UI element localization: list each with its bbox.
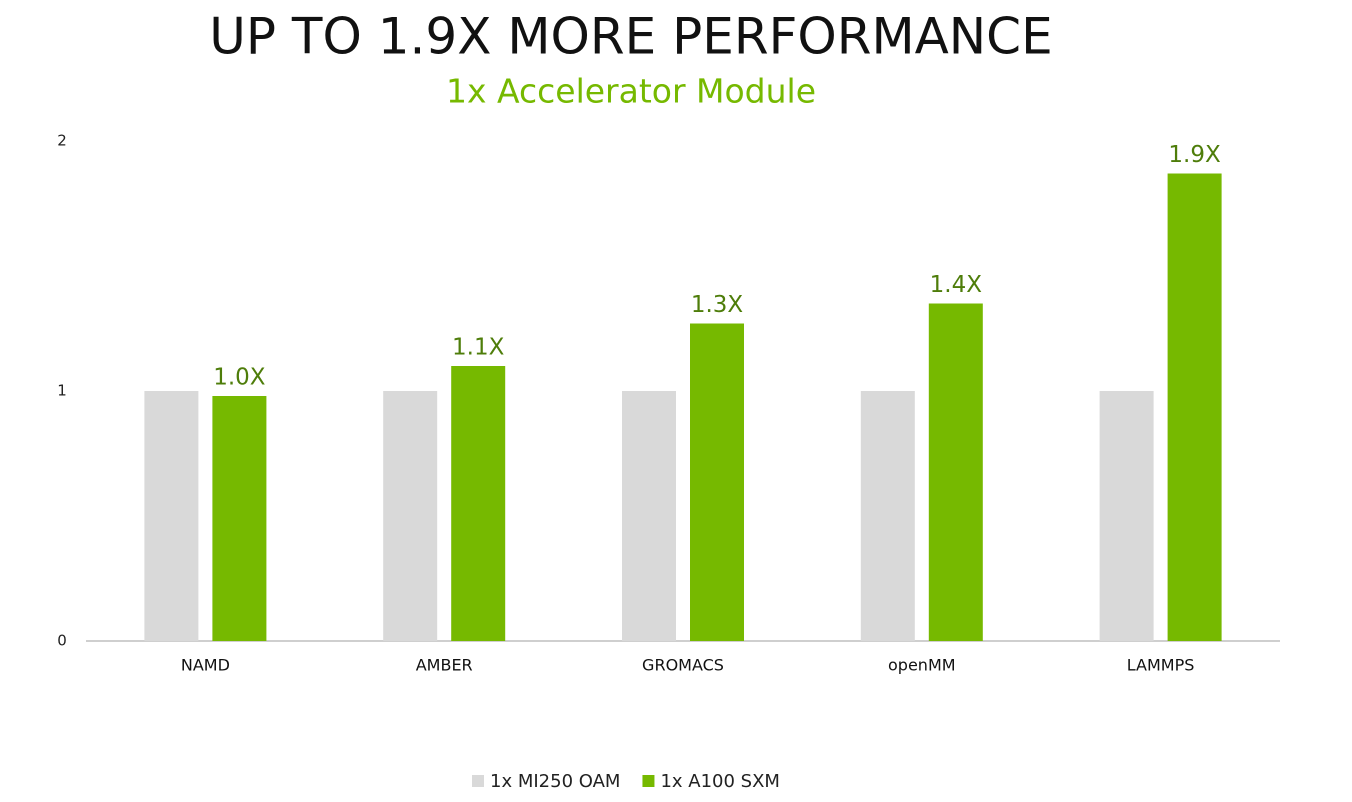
chart-subtitle: 1x Accelerator Module [446,72,816,111]
chart-title: UP TO 1.9X MORE PERFORMANCE [209,8,1052,66]
x-tick-label: GROMACS [642,656,724,675]
bar [383,391,438,641]
bar [1167,173,1222,641]
x-tick-label: AMBER [416,656,473,675]
legend-swatch [472,775,484,787]
bar [860,391,915,641]
y-tick-label: 1 [57,382,67,400]
value-label: 1.3X [691,292,744,318]
x-tick-label: LAMMPS [1127,656,1195,675]
x-tick-label: openMM [888,656,956,675]
x-tick-label: NAMD [181,656,230,675]
value-label: 1.1X [452,335,505,361]
bar [212,396,267,641]
bar [928,303,983,641]
y-tick-label: 0 [57,632,67,650]
bar [144,391,199,641]
bar [622,391,676,641]
value-label: 1.9X [1168,142,1221,168]
value-label: 1.4X [930,272,983,298]
bar [1099,391,1154,641]
bar [451,366,506,641]
bar [690,323,744,641]
y-tick-label: 2 [57,132,67,150]
legend-label: 1x MI250 OAM [490,771,620,792]
value-label: 1.0X [213,365,266,391]
legend-swatch [642,775,655,787]
legend-label: 1x A100 SXM [660,771,780,792]
